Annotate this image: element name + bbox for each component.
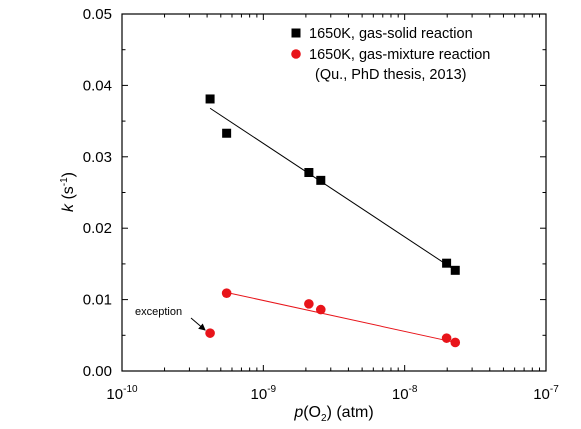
legend-label-gas-mixture: 1650K, gas-mixture reaction (309, 47, 490, 63)
legend-label-gas-solid: 1650K, gas-solid reaction (309, 26, 473, 42)
y-tick-label: 0.00 (83, 363, 112, 380)
axis-ticks (121, 13, 547, 372)
fit-line-gas-solid (209, 107, 456, 271)
y-axis-label: k (s-1) (59, 172, 77, 212)
data-point-gas-mixture (315, 304, 326, 315)
y-axis-label-sup: -1 (59, 177, 70, 186)
x-axis-label-sub: 2 (321, 413, 327, 424)
data-point-gas-solid (450, 265, 460, 275)
x-tick-label: 10-10 (106, 384, 138, 403)
fit-lines (209, 107, 456, 343)
data-point-gas-mixture (221, 288, 232, 298)
y-tick-label: 0.03 (83, 149, 112, 166)
x-tick-label: 10-8 (392, 384, 418, 403)
y-axis-label-unit-close: ) (60, 172, 77, 177)
y-axis-label-unit-open: (s (60, 186, 77, 204)
legend-marker-gas-solid (291, 28, 301, 38)
x-tick-label: 10-7 (533, 384, 559, 403)
data-point-gas-mixture (304, 299, 314, 309)
data-point-gas-mixture (441, 333, 452, 343)
annotation-arrow (190, 317, 206, 331)
x-tick-label: 10-9 (251, 384, 277, 403)
fit-line-gas-mixture (226, 291, 456, 343)
legend-marker-gas-mixture (291, 49, 301, 59)
data-point-gas-solid (316, 175, 326, 185)
y-tick-label: 0.04 (83, 77, 112, 94)
annotation-exception: exception (135, 306, 182, 318)
y-tick-label: 0.05 (83, 6, 112, 23)
y-tick-label: 0.01 (83, 292, 112, 309)
data-point-gas-solid (304, 168, 314, 178)
data-point-gas-solid (222, 128, 232, 138)
x-axis-label-prefix: p (293, 404, 303, 421)
y-tick-label: 0.02 (83, 220, 112, 237)
x-axis-label-paren-open: (O (303, 404, 321, 421)
data-points (205, 94, 461, 348)
x-axis-label-unit: (atm) (332, 404, 374, 421)
data-point-gas-solid (442, 258, 452, 268)
data-point-gas-mixture (205, 328, 215, 338)
data-point-gas-mixture (450, 337, 461, 348)
x-axis-label-paren-close: ) (327, 404, 332, 421)
x-tick-labels: 10-10 10-9 10-8 10-7 (106, 384, 559, 403)
legend-label-gas-mixture-note: (Qu., PhD thesis, 2013) (315, 67, 467, 83)
legend: 1650K, gas-solid reaction 1650K, gas-mix… (291, 26, 490, 83)
y-axis-label-prefix: k (60, 203, 77, 212)
x-axis-label: p(O2) (atm) (293, 404, 373, 424)
y-tick-labels: 0.00 0.01 0.02 0.03 0.04 0.05 (83, 6, 112, 380)
data-point-gas-solid (205, 94, 215, 104)
